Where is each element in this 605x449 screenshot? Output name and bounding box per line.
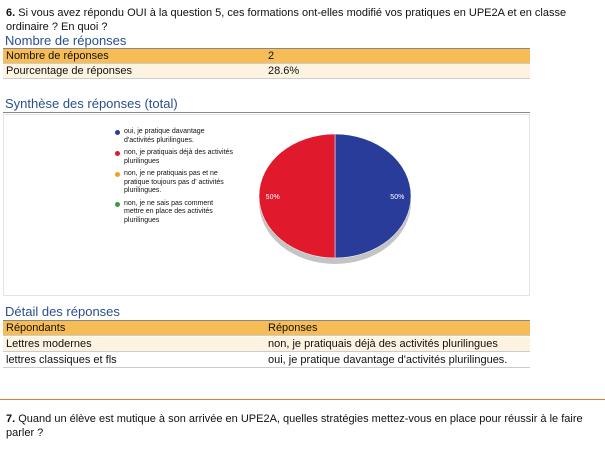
cell: Lettres modernes (6, 338, 92, 350)
cell: lettres classiques et fls (6, 354, 117, 366)
question-7: 7. Quand un élève est mutique à son arri… (6, 412, 596, 440)
legend-swatch (115, 201, 120, 207)
rule (3, 112, 530, 113)
cell: Réponses (268, 322, 318, 334)
rule (3, 320, 530, 321)
legend-label: non, je ne sais pas comment mettre en pl… (124, 199, 214, 224)
legend-item: non, je pratiquais déjà des activités pl… (115, 149, 233, 166)
table-row: Lettres modernes non, je pratiquais déjà … (3, 337, 530, 352)
question-number: 7. (6, 413, 16, 425)
cell: Répondants (6, 322, 66, 334)
question-text: Quand un élève est mutique à son arrivée… (6, 413, 583, 439)
slice-label: 50% (266, 194, 280, 201)
legend-label: non, je ne pratiquais pas et ne pratique… (124, 170, 224, 194)
pie-slice (258, 133, 336, 259)
cell: oui, je pratique davantage d'activités p… (268, 354, 508, 366)
section-title: Détail des réponses (5, 304, 120, 319)
question-6: 6. Si vous avez répondu OUI à la questio… (6, 6, 596, 34)
legend-swatch (115, 130, 120, 135)
section-title: Synthèse des réponses (total) (5, 96, 178, 111)
cell: 2 (268, 50, 275, 62)
rule (3, 48, 530, 49)
legend-swatch (115, 151, 120, 156)
chart-frame (3, 114, 530, 296)
cell: Nombre de réponses (6, 50, 109, 62)
table-row: Répondants Réponses (3, 321, 530, 336)
legend-item: oui, je pratique davantage d'activités p… (115, 128, 233, 145)
section-title: Nombre de réponses (5, 33, 127, 48)
legend-swatch (115, 172, 120, 177)
slice-label: 50% (390, 194, 404, 201)
legend-item: non, je ne pratiquais pas et ne pratique… (115, 170, 233, 196)
legend-label: oui, je pratique davantage d'activités p… (124, 128, 205, 144)
pie-chart: 50% 50% (258, 133, 412, 264)
table-row: Pourcentage de réponses 28.6% (3, 64, 530, 79)
legend-label: non, je pratiquais déjà des activités pl… (124, 149, 233, 165)
legend: oui, je pratique davantage d'activités p… (115, 128, 233, 229)
table-row: lettres classiques et fls oui, je pratiqu… (3, 353, 530, 368)
cell: Pourcentage de réponses (6, 65, 132, 77)
separator (0, 399, 605, 400)
question-number: 6. (6, 7, 16, 19)
cell: 28.6% (268, 65, 300, 77)
pie-slice (334, 133, 412, 259)
legend-item: non, je ne sais pas comment mettre en pl… (115, 200, 233, 226)
cell: non, je pratiquais déjà des activités pl… (268, 338, 498, 350)
question-text: Si vous avez répondu OUI à la question 5… (6, 7, 567, 33)
table-row: Nombre de réponses 2 (3, 49, 530, 64)
